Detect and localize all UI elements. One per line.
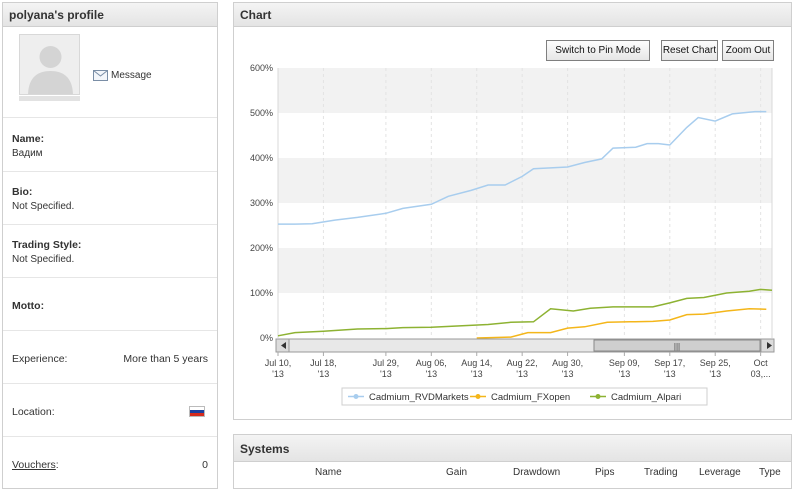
vouchers-value: 0 <box>202 459 208 471</box>
performance-chart: 0%100%200%300%400%500%600% ||| Jul 10,'1… <box>250 63 775 406</box>
chart-panel: Chart Switch to Pin Mode Reset Chart Zoo… <box>233 2 792 420</box>
y-tick-label: 300% <box>250 198 273 208</box>
x-tick-label: '13 <box>709 369 721 379</box>
envelope-icon <box>93 70 108 81</box>
name-value: Вадим <box>12 148 43 159</box>
col-name[interactable]: Name <box>315 467 342 478</box>
x-tick-label: '13 <box>471 369 483 379</box>
scrollbar-thumb[interactable] <box>593 339 761 352</box>
series-line-cadmium-rvdmarkets <box>278 110 767 225</box>
legend-label-cadmium-rvdmarkets[interactable]: Cadmium_RVDMarkets <box>369 392 469 403</box>
trading-style-label: Trading Style: <box>12 239 82 251</box>
vouchers-colon: : <box>55 459 59 471</box>
legend-box <box>341 387 708 406</box>
scrollbar-grip: ||| <box>674 342 680 351</box>
col-trading[interactable]: Trading <box>644 467 678 478</box>
x-tick-label: Aug 30, <box>552 358 583 368</box>
x-tick-label: Aug 06, <box>416 358 447 368</box>
experience-value: More than 5 years <box>123 353 208 365</box>
chevron-right-icon <box>767 342 772 349</box>
grid-band <box>278 158 772 203</box>
y-tick-label: 500% <box>250 108 273 118</box>
chart-scrollbar[interactable]: ||| <box>275 338 775 353</box>
y-tick-label: 200% <box>250 243 273 253</box>
col-pips[interactable]: Pips <box>595 467 615 478</box>
y-tick-label: 600% <box>250 63 273 73</box>
avatar <box>19 34 80 95</box>
bio-label: Bio: <box>12 186 33 198</box>
profile-title: polyana's profile <box>3 3 217 27</box>
systems-panel: Systems Name Gain Drawdown Pips Trading … <box>233 434 792 489</box>
x-tick-label: Sep 17, <box>654 358 685 368</box>
x-tick-label: '13 <box>562 369 574 379</box>
x-tick-label: '13 <box>619 369 631 379</box>
x-tick-label: '13 <box>272 369 284 379</box>
legend-label-cadmium-fxopen[interactable]: Cadmium_FXopen <box>491 392 570 403</box>
chart-title: Chart <box>234 3 791 27</box>
legend-label-cadmium-alpari[interactable]: Cadmium_Alpari <box>611 392 681 403</box>
vouchers-row: Vouchers: 0 <box>3 437 217 488</box>
experience-row: Experience: More than 5 years <box>3 331 217 384</box>
zoom-out-button[interactable]: Zoom Out <box>722 40 774 61</box>
grid-band <box>278 248 772 293</box>
motto-label: Motto: <box>12 300 45 312</box>
russia-flag-icon <box>189 406 205 417</box>
legend-marker-cadmium-alpari <box>595 394 601 399</box>
x-tick-label: Aug 14, <box>461 358 492 368</box>
x-tick-label: Sep 25, <box>700 358 731 368</box>
trading-style-row: Trading Style: Not Specified. <box>3 225 217 278</box>
x-tick-label: Jul 29, <box>373 358 400 368</box>
series-line-cadmium-fxopen <box>476 308 767 339</box>
chart-legend: Cadmium_RVDMarkets Cadmium_FXopen Cadmium_… <box>341 387 708 406</box>
location-row: Location: <box>3 384 217 437</box>
col-gain[interactable]: Gain <box>446 467 468 478</box>
col-type[interactable]: Type <box>759 467 781 478</box>
avatar-underline <box>19 96 80 101</box>
series-line-cadmium-alpari <box>277 288 773 337</box>
x-tick-label: Jul 10, <box>265 358 292 368</box>
systems-title: Systems <box>234 435 791 462</box>
y-tick-label: 100% <box>250 288 273 298</box>
x-tick-label: 03,... <box>751 369 771 379</box>
profile-panel: polyana's profile Message Name: Вадим Bi… <box>2 2 218 489</box>
x-tick-label: '13 <box>425 369 437 379</box>
message-label: Message <box>111 70 152 81</box>
y-tick-label: 400% <box>250 153 273 163</box>
reset-chart-button[interactable]: Reset Chart <box>661 40 718 61</box>
x-tick-label: '13 <box>516 369 528 379</box>
grid-band <box>278 68 772 113</box>
switch-pin-mode-button[interactable]: Switch to Pin Mode <box>546 40 650 61</box>
message-link[interactable]: Message <box>93 70 152 81</box>
x-tick-label: '13 <box>664 369 676 379</box>
vouchers-label-wrap: Vouchers: <box>12 459 59 471</box>
x-tick-label: Aug 22, <box>507 358 538 368</box>
default-user-icon <box>20 35 79 94</box>
trading-style-value: Not Specified. <box>12 254 75 265</box>
col-leverage[interactable]: Leverage <box>699 467 741 478</box>
legend-marker-cadmium-rvdmarkets <box>353 394 359 399</box>
chevron-left-icon <box>281 342 286 349</box>
name-label: Name: <box>12 133 45 145</box>
systems-table-header: Name Gain Drawdown Pips Trading Leverage… <box>234 465 791 485</box>
name-row: Name: Вадим <box>3 119 217 172</box>
x-tick-label: '13 <box>318 369 330 379</box>
motto-row: Motto: <box>3 278 217 331</box>
x-tick-label: Jul 18, <box>310 358 337 368</box>
x-tick-label: Oct <box>754 358 769 368</box>
vouchers-link[interactable]: Vouchers <box>12 459 56 471</box>
y-tick-label: 0% <box>260 333 273 343</box>
location-label: Location: <box>12 406 55 418</box>
x-tick-label: Sep 09, <box>609 358 640 368</box>
bio-value: Not Specified. <box>12 201 75 212</box>
experience-label: Experience: <box>12 353 68 365</box>
x-tick-label: '13 <box>380 369 392 379</box>
col-drawdown[interactable]: Drawdown <box>513 467 561 478</box>
legend-marker-cadmium-fxopen <box>475 394 481 399</box>
avatar-row: Message <box>3 27 217 118</box>
bio-row: Bio: Not Specified. <box>3 172 217 225</box>
